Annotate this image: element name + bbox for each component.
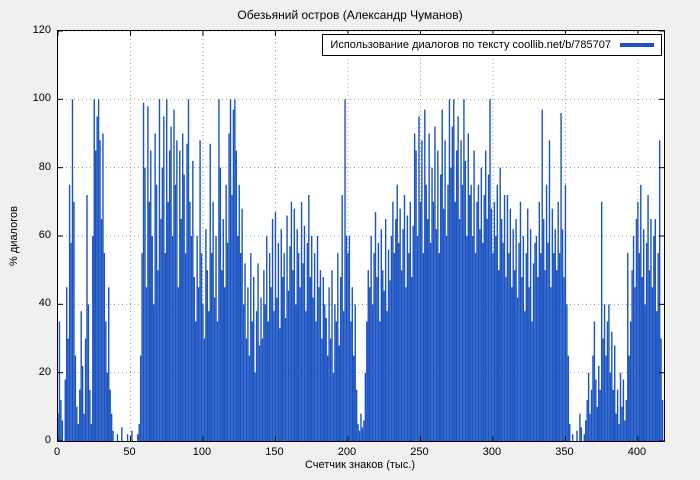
x-tick-label: 400 — [627, 446, 647, 458]
legend-label: Использование диалогов по тексту coollib… — [330, 39, 611, 51]
legend: Использование диалогов по тексту coollib… — [322, 34, 662, 56]
y-tick-label: 120 — [32, 24, 51, 36]
chart-title: Обезьяний остров (Александр Чуманов) — [237, 8, 463, 22]
y-tick-label: 80 — [38, 160, 51, 173]
y-tick-label: 20 — [38, 365, 51, 378]
legend-swatch — [620, 43, 654, 47]
y-tick-label: 40 — [38, 297, 51, 310]
y-tick-label: 60 — [38, 229, 51, 241]
x-tick-label: 250 — [410, 446, 429, 458]
y-tick-label: 100 — [32, 92, 51, 105]
y-tick-label: 0 — [44, 434, 51, 446]
plot-area: Использование диалогов по тексту coollib… — [57, 30, 665, 442]
x-tick-label: 150 — [265, 446, 284, 458]
x-tick-label: 350 — [555, 446, 574, 458]
bars-layer — [58, 31, 664, 441]
x-tick-label: 200 — [337, 446, 357, 458]
x-tick-label: 300 — [482, 446, 502, 458]
x-tick-label: 0 — [53, 446, 61, 458]
x-tick-label: 100 — [192, 446, 212, 458]
x-axis-label: Счетчик знаков (тыс.) — [304, 459, 416, 471]
x-tick-label: 50 — [123, 446, 136, 458]
